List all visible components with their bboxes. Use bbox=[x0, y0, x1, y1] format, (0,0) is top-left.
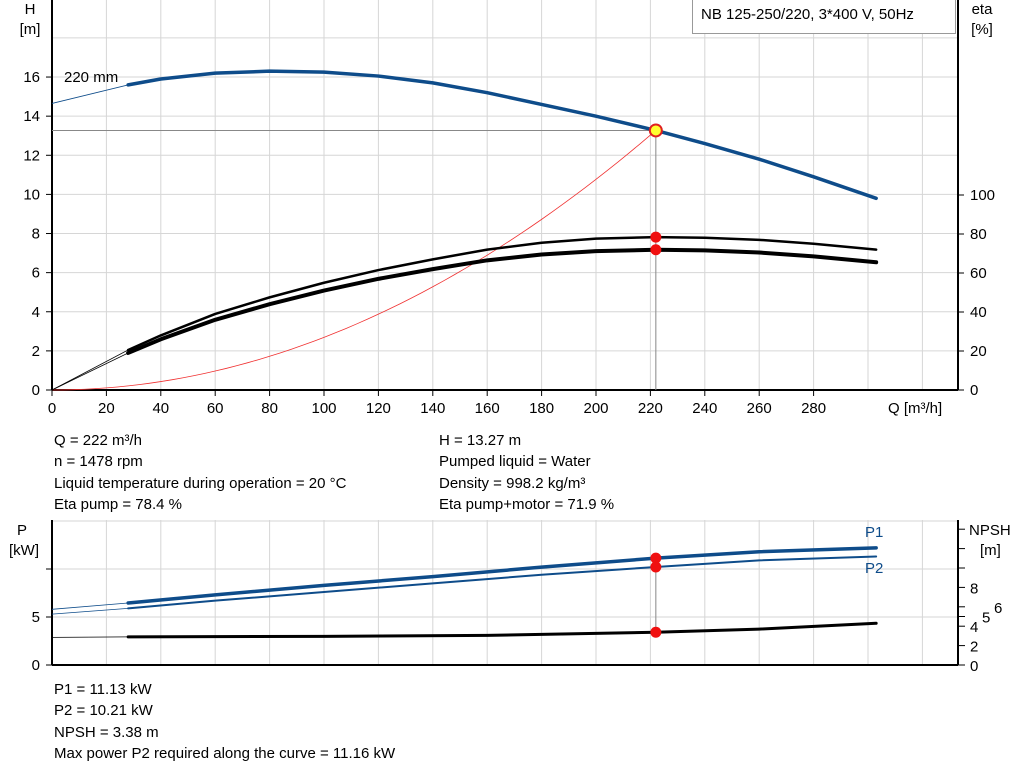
p-tick-label: 5 bbox=[32, 609, 40, 626]
info-eta-total: Eta pump+motor = 71.9 % bbox=[439, 496, 615, 513]
npsh-curve bbox=[126, 621, 878, 639]
x-tick-label: 260 bbox=[747, 400, 772, 417]
x-axis-label: Q [m³/h] bbox=[888, 400, 942, 417]
npsh-tick-label: 5 bbox=[982, 610, 990, 627]
p2-curve-extension bbox=[51, 607, 129, 615]
x-tick-label: 0 bbox=[48, 400, 56, 417]
eta-pump-curve-extension bbox=[51, 349, 129, 391]
y2-tick-label: 20 bbox=[970, 343, 987, 360]
y-tick-label: 0 bbox=[32, 382, 40, 399]
info-liquid: Pumped liquid = Water bbox=[439, 453, 591, 470]
y-tick-label: 14 bbox=[23, 108, 40, 125]
p-axis-unit: [kW] bbox=[9, 542, 39, 559]
info-q: Q = 222 m³/h bbox=[54, 432, 142, 449]
system-curve bbox=[51, 130, 657, 391]
x-tick-label: 200 bbox=[583, 400, 608, 417]
info-density: Density = 998.2 kg/m³ bbox=[439, 475, 586, 492]
npsh-axis-label: NPSH bbox=[969, 522, 1011, 539]
x-tick-label: 160 bbox=[475, 400, 500, 417]
npsh-tick-label: 4 bbox=[970, 619, 978, 636]
curve-label-220mm: 220 mm bbox=[64, 69, 118, 86]
eta-total-curve-extension bbox=[51, 352, 129, 391]
x-tick-label: 240 bbox=[692, 400, 717, 417]
npsh-tick-label: 8 bbox=[970, 580, 978, 597]
info-eta-pump: Eta pump = 78.4 % bbox=[54, 496, 182, 513]
y-tick-label: 4 bbox=[32, 304, 40, 321]
x-tick-label: 180 bbox=[529, 400, 554, 417]
p2-label: P2 bbox=[865, 560, 883, 577]
eta-pump-curve bbox=[126, 235, 878, 352]
y2-axis-unit: [%] bbox=[971, 21, 993, 38]
y2-tick-label: 80 bbox=[970, 226, 987, 243]
p2-point bbox=[650, 561, 662, 573]
x-tick-label: 40 bbox=[152, 400, 169, 417]
h-curve bbox=[126, 69, 878, 201]
chart-title: NB 125-250/220, 3*400 V, 50Hz bbox=[692, 0, 956, 34]
y2-tick-label: 100 bbox=[970, 187, 995, 204]
eta-total-point bbox=[650, 244, 662, 256]
p1-label: P1 bbox=[865, 524, 883, 541]
npsh-axis-unit: [m] bbox=[980, 542, 1001, 559]
p-axis-label: P bbox=[17, 522, 27, 539]
y-tick-label: 6 bbox=[32, 265, 40, 282]
x-tick-label: 60 bbox=[207, 400, 224, 417]
y2-tick-label: 60 bbox=[970, 265, 987, 282]
info-max-p2: Max power P2 required along the curve = … bbox=[54, 745, 396, 762]
npsh-tick-label: 6 bbox=[994, 600, 1002, 617]
npsh-tick-label: 2 bbox=[970, 639, 978, 656]
y-tick-label: 12 bbox=[23, 147, 40, 164]
npsh-point bbox=[650, 626, 662, 638]
info-temp: Liquid temperature during operation = 20… bbox=[54, 475, 347, 492]
eta-total-curve bbox=[126, 247, 879, 355]
y-axis-unit: [m] bbox=[20, 21, 41, 38]
p2-curve bbox=[127, 555, 878, 610]
y-tick-label: 2 bbox=[32, 343, 40, 360]
eta-pump-point bbox=[650, 231, 662, 243]
x-tick-label: 280 bbox=[801, 400, 826, 417]
x-tick-label: 80 bbox=[261, 400, 278, 417]
info-npsh: NPSH = 3.38 m bbox=[54, 724, 159, 741]
p1-curve-extension bbox=[51, 602, 129, 610]
p1-curve bbox=[126, 546, 878, 605]
npsh-tick-label: 0 bbox=[970, 658, 978, 675]
x-tick-label: 120 bbox=[366, 400, 391, 417]
info-h: H = 13.27 m bbox=[439, 432, 522, 449]
operating-point-marker bbox=[648, 123, 663, 138]
x-tick-label: 100 bbox=[311, 400, 336, 417]
x-tick-label: 220 bbox=[638, 400, 663, 417]
x-tick-label: 140 bbox=[420, 400, 445, 417]
p1-point bbox=[650, 552, 662, 564]
y-tick-label: 8 bbox=[32, 226, 40, 243]
y2-tick-label: 40 bbox=[970, 304, 987, 321]
y-tick-label: 16 bbox=[23, 69, 40, 86]
p-tick-label: 0 bbox=[32, 657, 40, 674]
y2-axis-label: eta bbox=[972, 1, 994, 18]
y-tick-label: 10 bbox=[23, 186, 40, 203]
x-tick-label: 20 bbox=[98, 400, 115, 417]
h-curve-extension bbox=[51, 84, 129, 104]
y2-tick-label: 0 bbox=[970, 382, 978, 399]
info-n: n = 1478 rpm bbox=[54, 453, 143, 470]
info-p2: P2 = 10.21 kW bbox=[54, 702, 153, 719]
y-axis-label: H bbox=[25, 1, 36, 18]
info-p1: P1 = 11.13 kW bbox=[54, 681, 152, 698]
